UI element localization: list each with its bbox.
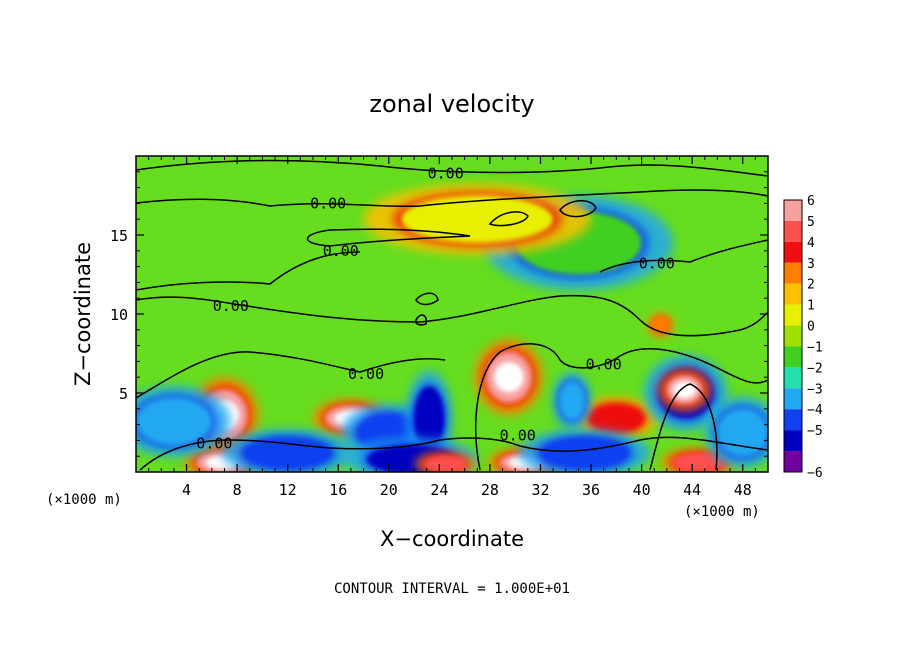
colorbar-label: −5 — [807, 424, 823, 439]
x-tick-label: 36 — [582, 481, 600, 499]
contour-interval-note: CONTOUR INTERVAL = 1.000E+01 — [334, 581, 570, 597]
x-unit-label-left: (×1000 m) — [46, 492, 122, 508]
colorbar-label: 1 — [807, 299, 815, 314]
svg-text:0.00: 0.00 — [428, 164, 464, 182]
colorbar-frame — [783, 199, 803, 473]
colorbar-swatch — [784, 451, 802, 472]
contour-label: 0.00 — [639, 254, 675, 272]
colorbar-swatch — [784, 241, 802, 263]
colorbar: 6 5 4 3 2 1 0 −1 −2 −3 −4 −5 −6 — [783, 194, 823, 481]
colorbar-label: 0 — [807, 320, 815, 335]
x-tick-label: 40 — [633, 481, 651, 499]
colorbar-label: 5 — [807, 215, 815, 230]
y-axis: 5 10 15 — [110, 171, 768, 457]
contour-label: 0.00 — [196, 435, 232, 453]
svg-text:0.00: 0.00 — [348, 365, 384, 383]
velocity-feature — [474, 339, 544, 416]
velocity-feature — [518, 429, 652, 472]
x-tick-label: 28 — [481, 481, 499, 499]
velocity-feature — [553, 372, 592, 430]
colorbar-label: 3 — [807, 257, 815, 272]
colorbar-swatch — [784, 200, 802, 221]
x-tick-label: 48 — [734, 481, 752, 499]
colorbar-label: 2 — [807, 278, 815, 293]
contour-line — [649, 383, 718, 471]
x-tick-label: 4 — [182, 481, 191, 499]
x-tick-label: 12 — [279, 481, 297, 499]
colorbar-swatch — [784, 220, 802, 242]
contour-line — [136, 159, 768, 177]
contour-label: 0.00 — [428, 164, 464, 182]
x-tick-label: 20 — [380, 481, 398, 499]
contour-label: 0.00 — [310, 194, 346, 212]
x-unit-label-right: (×1000 m) — [684, 504, 760, 520]
chart-title: zonal velocity — [369, 90, 534, 118]
y-tick-label: 10 — [110, 306, 128, 324]
velocity-feature — [658, 368, 712, 412]
colorbar-swatch — [784, 409, 802, 431]
colorbar-swatch — [784, 367, 802, 389]
velocity-feature — [221, 429, 355, 472]
x-tick-label: 44 — [683, 481, 701, 499]
svg-text:0.00: 0.00 — [196, 435, 232, 453]
velocity-feature — [704, 396, 768, 469]
contour-label: 0.00 — [348, 365, 384, 383]
contour-label: 0.00 — [323, 242, 359, 260]
contour-line — [136, 294, 768, 337]
svg-text:0.00: 0.00 — [639, 254, 675, 272]
contour-label: 0.00 — [213, 297, 249, 315]
velocity-feature — [415, 452, 477, 472]
colorbar-label: 4 — [807, 236, 815, 251]
colorbar-label: −2 — [807, 361, 823, 376]
contour-line — [136, 343, 768, 471]
velocity-feature — [574, 396, 659, 440]
x-tick-label: 8 — [233, 481, 242, 499]
velocity-feature — [136, 385, 231, 457]
contour-label: 0.00 — [500, 427, 536, 445]
velocity-feature — [363, 183, 592, 255]
zero-contours — [136, 159, 768, 471]
y-axis-label: Z−coordinate — [71, 242, 95, 386]
contour-line — [488, 200, 597, 227]
x-axis: 4 8 12 16 20 24 28 32 36 40 44 48 — [148, 156, 756, 499]
colorbar-swatch — [784, 430, 802, 452]
colorbar-label: −4 — [807, 403, 823, 418]
x-tick-label: 24 — [430, 481, 448, 499]
svg-text:0.00: 0.00 — [586, 356, 622, 374]
velocity-field — [136, 183, 768, 472]
x-tick-label: 16 — [329, 481, 347, 499]
y-tick-label: 15 — [110, 227, 128, 245]
contour-line — [136, 189, 768, 208]
colorbar-label: −6 — [807, 466, 823, 481]
contour-labels: 0.00 0.00 0.00 0.00 0.00 0.00 0.00 0.00 0.00 — [196, 164, 675, 452]
y-tick-label: 5 — [119, 385, 128, 403]
svg-text:0.00: 0.00 — [310, 194, 346, 212]
colorbar-swatch — [784, 325, 802, 347]
colorbar-swatch — [784, 283, 802, 305]
colorbar-swatch — [784, 304, 802, 326]
colorbar-swatch — [784, 346, 802, 368]
colorbar-swatch — [784, 388, 802, 410]
x-tick-label: 32 — [531, 481, 549, 499]
colorbar-label: −1 — [807, 340, 823, 355]
x-axis-label: X−coordinate — [380, 527, 524, 551]
plot-area: 0.00 0.00 0.00 0.00 0.00 0.00 0.00 0.00 0.00 — [136, 156, 768, 472]
colorbar-swatch — [784, 262, 802, 284]
svg-text:0.00: 0.00 — [500, 427, 536, 445]
svg-text:0.00: 0.00 — [213, 297, 249, 315]
contour-label: 0.00 — [586, 356, 622, 374]
colorbar-label: 6 — [807, 194, 815, 209]
contour-line — [414, 292, 439, 326]
svg-text:0.00: 0.00 — [323, 242, 359, 260]
contour-line — [139, 436, 768, 471]
contour-line — [307, 228, 471, 247]
colorbar-label: −3 — [807, 382, 823, 397]
contour-line — [136, 239, 768, 291]
